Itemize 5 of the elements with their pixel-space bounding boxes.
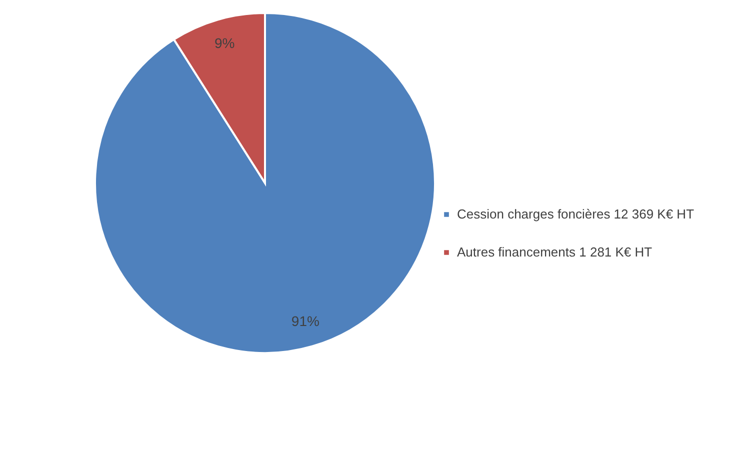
legend-label: Autres financements 1 281 K€ HT (457, 244, 652, 260)
data-label: 9% (214, 34, 235, 51)
pie-slice (94, 12, 436, 354)
legend-label: Cession charges foncières 12 369 K€ HT (457, 206, 694, 222)
data-label: 91% (291, 313, 320, 330)
